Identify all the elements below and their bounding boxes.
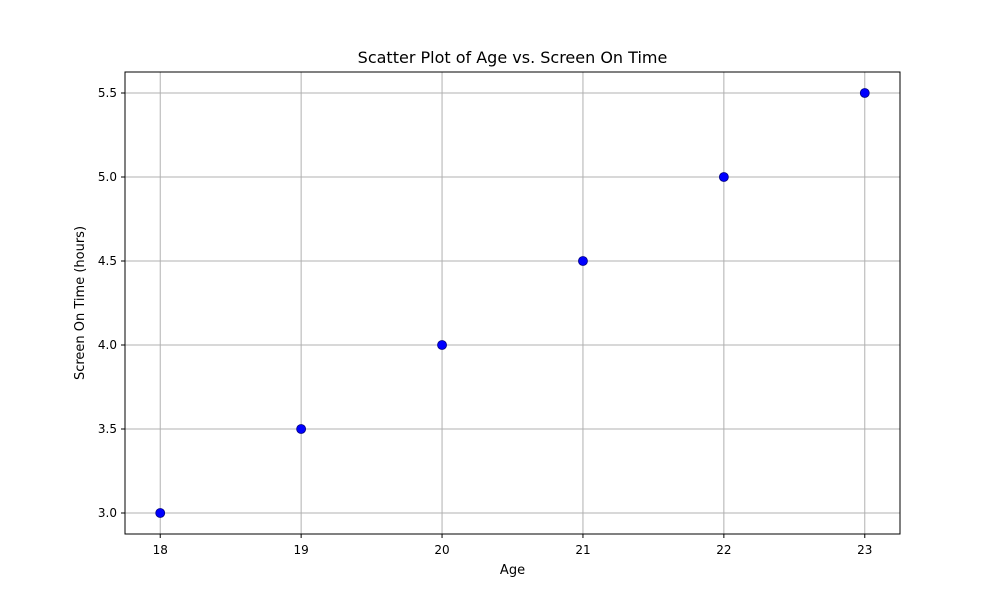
data-point <box>296 424 307 434</box>
y-tick-label: 5.0 <box>98 170 117 184</box>
x-tick-label: 19 <box>293 543 308 557</box>
data-point <box>859 88 870 98</box>
data-points <box>155 88 870 518</box>
grid <box>125 72 900 534</box>
x-tick-label: 18 <box>153 543 168 557</box>
data-point <box>437 340 447 350</box>
x-tick-label: 23 <box>857 543 872 557</box>
y-tick-label: 3.0 <box>98 506 117 520</box>
chart-title: Scatter Plot of Age vs. Screen On Time <box>358 48 668 67</box>
x-tick-label: 22 <box>716 543 731 557</box>
y-tick-label: 4.0 <box>98 338 117 352</box>
data-point <box>155 508 166 518</box>
axis-ticks: 18 19 20 21 22 23 3.0 3.5 4.0 4.5 5.0 5.5 <box>98 86 873 557</box>
x-tick-label: 21 <box>575 543 590 557</box>
data-point <box>718 172 729 182</box>
y-tick-label: 3.5 <box>98 422 117 436</box>
data-point <box>578 256 588 266</box>
y-tick-label: 4.5 <box>98 254 117 268</box>
x-axis-label: Age <box>500 563 525 578</box>
y-tick-label: 5.5 <box>98 86 117 100</box>
y-axis-label: Screen On Time (hours) <box>73 226 88 380</box>
plot-area-frame <box>124 71 901 535</box>
x-tick-label: 20 <box>434 543 449 557</box>
